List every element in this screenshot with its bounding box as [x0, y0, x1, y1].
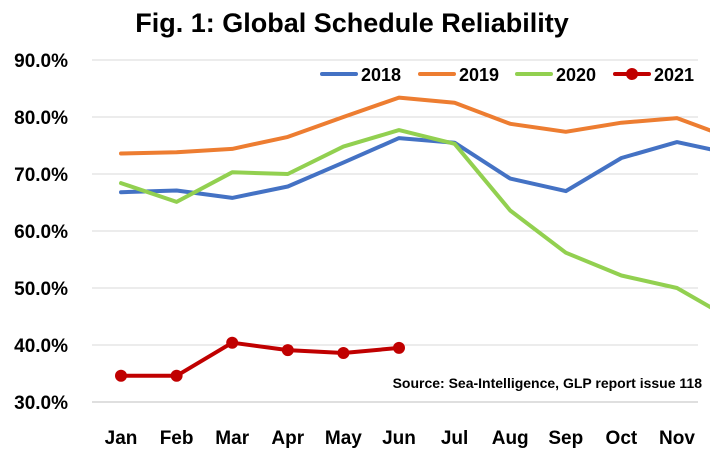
y-tick-label: 80.0%: [14, 108, 68, 129]
legend-label-2021: 2021: [654, 65, 694, 85]
x-tick-label: May: [325, 428, 362, 449]
legend-marker-2021: [626, 68, 638, 80]
y-tick-label: 50.0%: [14, 279, 68, 300]
legend-label-2018: 2018: [361, 65, 401, 85]
y-tick-label: 40.0%: [14, 336, 68, 357]
x-tick-label: Aug: [492, 428, 529, 449]
chart-title: Fig. 1: Global Schedule Reliability: [135, 8, 569, 38]
x-tick-label: Mar: [215, 428, 249, 449]
data-point-2021: [393, 341, 405, 354]
y-tick-label: 30.0%: [14, 393, 68, 414]
source-annotation: Source: Sea-Intelligence, GLP report iss…: [393, 375, 703, 391]
series-lines: [115, 95, 710, 382]
x-tick-label: Nov: [659, 428, 695, 449]
data-point-2021: [337, 346, 350, 359]
x-tick-label: Apr: [271, 428, 304, 449]
data-point-2021: [115, 369, 127, 382]
x-tick-label: Jan: [105, 428, 138, 449]
x-tick-label: Jul: [441, 428, 468, 449]
series-line-2018: [119, 136, 710, 200]
legend-label-2020: 2020: [556, 65, 596, 85]
data-point-2021: [170, 369, 183, 382]
data-point-2021: [281, 344, 294, 357]
x-tick-label: Jun: [382, 428, 416, 449]
series-line-2020: [119, 128, 710, 310]
y-tick-label: 70.0%: [14, 165, 68, 186]
legend: 2018 2019 2020 2021: [320, 65, 694, 85]
x-axis-ticks: JanFebMarAprMayJunJulAugSepOctNovDec: [105, 428, 696, 449]
x-tick-label: Oct: [606, 428, 638, 449]
y-tick-label: 90.0%: [14, 51, 68, 72]
x-tick-label: Feb: [160, 428, 194, 449]
y-axis-ticks: 90.0% 80.0% 70.0% 60.0% 50.0% 40.0% 30.0%: [14, 51, 68, 414]
y-tick-label: 60.0%: [14, 222, 68, 243]
data-point-2021: [226, 336, 239, 349]
series-line-2019: [119, 95, 710, 156]
series-line-2021: [119, 340, 401, 378]
legend-label-2019: 2019: [459, 65, 499, 85]
x-tick-label: Sep: [548, 428, 583, 449]
